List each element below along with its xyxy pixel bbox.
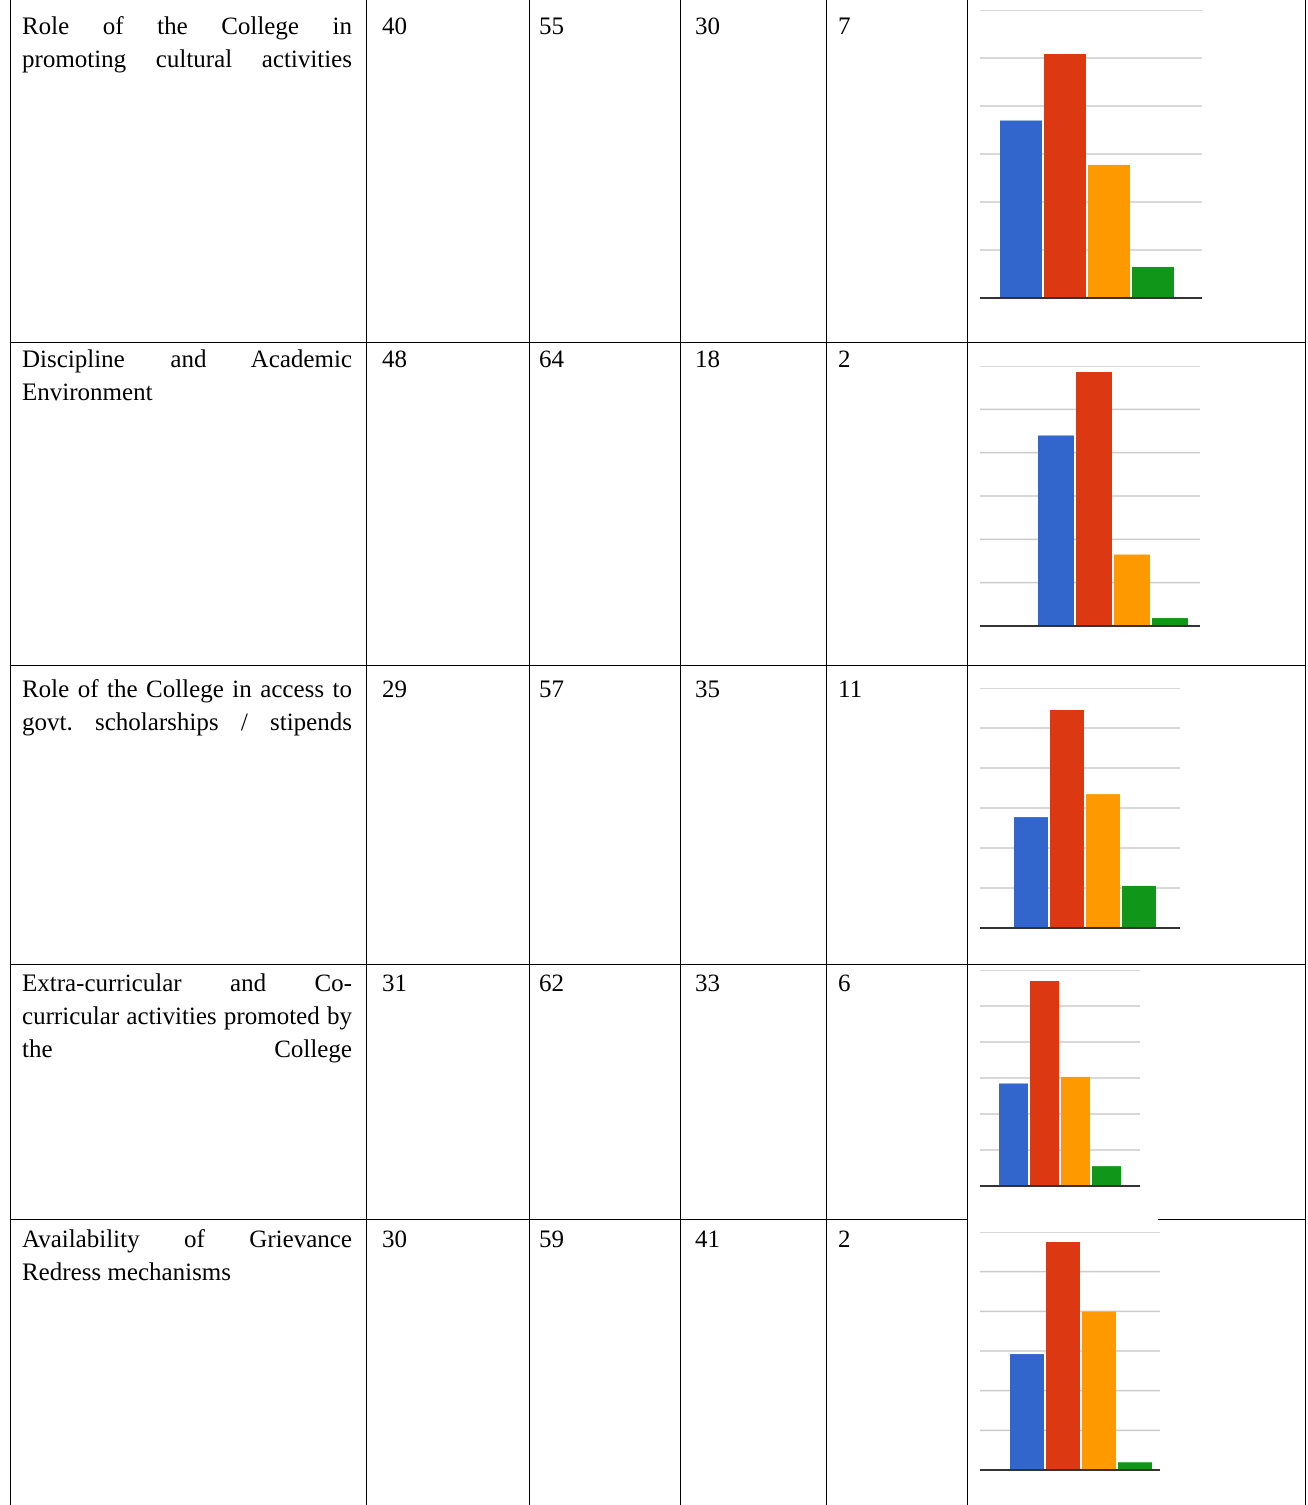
table-cell: 29 <box>382 676 407 703</box>
table-row-label: Extra-curricular and Co-curricular activ… <box>22 970 352 1063</box>
table-cell: 31 <box>382 970 407 997</box>
bar-chart <box>980 1232 1160 1471</box>
chart-bar-2 <box>1050 710 1084 928</box>
table-cell: 30 <box>382 1226 407 1253</box>
chart-bar-1 <box>1014 817 1048 928</box>
column-divider <box>680 0 681 1505</box>
table-cell: 30 <box>695 13 720 40</box>
column-divider <box>967 0 968 1505</box>
table-cell: 11 <box>838 676 863 703</box>
chart-bar-2 <box>1076 372 1112 626</box>
table-border-left <box>10 0 11 1505</box>
chart-bar-1 <box>1038 435 1074 626</box>
table-cell: 6 <box>838 970 851 997</box>
table-cell: 64 <box>539 346 564 373</box>
row-divider <box>10 342 1306 343</box>
table-cell: 2 <box>838 346 851 373</box>
chart-bar-1 <box>1010 1354 1044 1470</box>
table-row-label: Discipline and Academic Environment <box>22 346 352 406</box>
table-cell: 7 <box>838 13 851 40</box>
bar-chart <box>980 10 1202 299</box>
table-row-label: Availability of Grievance Redress mechan… <box>22 1226 352 1286</box>
chart-bar-3 <box>1082 1311 1116 1470</box>
chart-bar-3 <box>1086 794 1120 928</box>
table-cell: 41 <box>695 1226 720 1253</box>
table-cell: 62 <box>539 970 564 997</box>
chart-bar-3 <box>1088 164 1130 298</box>
row-divider <box>10 1219 1306 1220</box>
chart-image-background <box>968 0 1201 10</box>
table-cell: 57 <box>539 676 564 703</box>
column-divider <box>826 0 827 1505</box>
table-cell: 55 <box>539 13 564 40</box>
column-divider <box>366 0 367 1505</box>
chart-bar-2 <box>1044 54 1086 298</box>
chart-bar-4 <box>1092 1166 1121 1186</box>
table-cell: 33 <box>695 970 720 997</box>
table-cell: 59 <box>539 1226 564 1253</box>
chart-bar-4 <box>1118 1462 1152 1470</box>
chart-bar-2 <box>1030 981 1059 1186</box>
chart-image-background <box>968 1216 1158 1224</box>
table-cell: 35 <box>695 676 720 703</box>
bar-chart <box>980 366 1200 627</box>
chart-bar-4 <box>1122 885 1156 928</box>
table-cell: 40 <box>382 13 407 40</box>
chart-bar-4 <box>1132 266 1174 298</box>
table-row-label: Role of the College in access to govt. s… <box>22 676 352 736</box>
chart-bar-1 <box>999 1083 1028 1186</box>
table-cell: 48 <box>382 346 407 373</box>
table-border-right <box>1305 0 1306 1505</box>
chart-bar-3 <box>1061 1076 1090 1186</box>
chart-bar-1 <box>1000 120 1042 298</box>
table-row-label: Role of the College in promoting cultura… <box>22 13 352 73</box>
bar-chart <box>980 970 1140 1187</box>
row-divider <box>10 665 1306 666</box>
chart-bar-4 <box>1152 618 1188 626</box>
table-cell: 18 <box>695 346 720 373</box>
bar-chart <box>980 688 1180 929</box>
chart-bar-3 <box>1114 554 1150 626</box>
column-divider <box>529 0 530 1505</box>
row-divider <box>10 964 1306 965</box>
table-cell: 2 <box>838 1226 851 1253</box>
chart-bar-2 <box>1046 1242 1080 1470</box>
